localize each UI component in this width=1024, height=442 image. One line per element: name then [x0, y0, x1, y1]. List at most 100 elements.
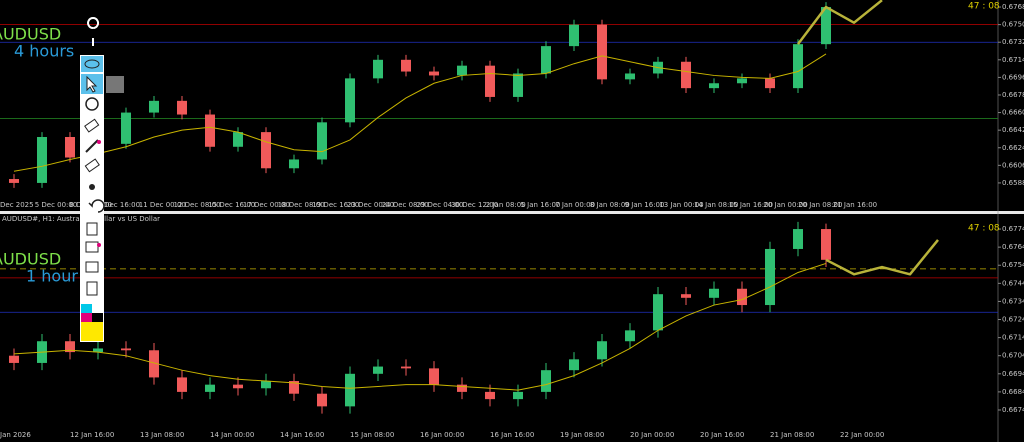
y-tick-label: 0.66940: [1002, 370, 1024, 378]
candle-body: [205, 114, 215, 147]
y-tick-label: 0.67240: [1002, 316, 1024, 324]
candle-body: [9, 355, 19, 363]
y-tick-label: 0.67500: [1002, 21, 1024, 29]
x-tick-label: 20 Jan 00:00: [763, 201, 807, 209]
y-tick-label: 0.67340: [1002, 297, 1024, 305]
swatch-magenta[interactable]: [81, 313, 92, 322]
candle-body: [625, 330, 635, 342]
candle-body: [765, 78, 775, 89]
pen-icon[interactable]: [87, 17, 100, 46]
candle-body: [289, 381, 299, 394]
candle-body: [541, 370, 551, 392]
candle-body: [317, 122, 327, 160]
x-tick-label: 8 Jan 08:00: [590, 201, 630, 209]
candle-body: [821, 7, 831, 45]
candle-body: [401, 59, 411, 72]
timeframe-label: 4 hours: [14, 42, 74, 61]
candle-body: [289, 159, 299, 169]
candle-body: [429, 368, 439, 385]
candle-body: [121, 348, 131, 351]
candle-body: [597, 24, 607, 80]
cursor-alt-button[interactable]: [106, 76, 124, 93]
x-tick-label: 15 Jan 08:00: [350, 431, 394, 439]
candle-body: [373, 366, 383, 374]
swatch-white[interactable]: [92, 304, 103, 313]
x-tick-label: 14 Jan 16:00: [280, 431, 324, 439]
x-tick-label: 5 Dec 00:00: [35, 201, 78, 209]
x-tick-label: 20 Jan 00:00: [630, 431, 674, 439]
candle-body: [233, 132, 243, 147]
timeframe-label: 1 hour: [26, 267, 78, 286]
clipboard-icon[interactable]: [86, 281, 98, 296]
x-tick-label: Jan 2026: [0, 431, 31, 439]
drawing-toolbar: [80, 17, 124, 342]
y-tick-label: 0.66840: [1002, 388, 1024, 396]
x-tick-label: 12 Dec 08:00: [174, 201, 221, 209]
y-tick-label: 0.66060: [1002, 161, 1024, 169]
moving-average: [13, 53, 827, 172]
template-icon[interactable]: [85, 241, 99, 253]
candle-body: [233, 384, 243, 389]
x-tick-label: 18 Dec 08:00: [278, 201, 325, 209]
swatch-yellow[interactable]: [81, 322, 103, 341]
candle-body: [261, 132, 271, 169]
eye-button[interactable]: [81, 56, 103, 72]
symbol-label: AUDUSD: [0, 250, 61, 269]
candle-body: [177, 100, 187, 115]
candle-body: [541, 46, 551, 74]
screenshot-icon[interactable]: [85, 261, 99, 273]
candle-body: [65, 137, 75, 158]
candle-body: [177, 377, 187, 392]
x-tick-label: 24 Dec 08:00: [382, 201, 429, 209]
candle-body: [149, 350, 159, 378]
y-tick-label: 0.66240: [1002, 144, 1024, 152]
magnet-icon[interactable]: [85, 97, 99, 111]
projection-path: [825, 239, 939, 276]
x-tick-label: 17 Dec 00:00: [243, 201, 290, 209]
candle-body: [345, 373, 355, 407]
candle-body: [457, 65, 467, 76]
eraser-icon[interactable]: [84, 118, 100, 133]
candle-body: [765, 248, 775, 306]
candle-body: [569, 359, 579, 371]
y-tick-label: 0.67320: [1002, 38, 1024, 46]
color-dot: [97, 140, 101, 144]
dot-tool-icon[interactable]: [89, 184, 95, 190]
candle-body: [597, 341, 607, 360]
candle-body: [205, 384, 215, 392]
candle-body: [93, 348, 103, 353]
swatch-cyan[interactable]: [81, 304, 92, 313]
y-tick-label: 0.67140: [1002, 56, 1024, 64]
undo-icon[interactable]: [88, 199, 105, 213]
x-tick-label: 23 Dec 00:00: [347, 201, 394, 209]
trash-icon[interactable]: [86, 222, 98, 236]
line-tool-icon[interactable]: [85, 139, 99, 153]
candle-body: [569, 24, 579, 47]
x-tick-label: 16 Jan 00:00: [420, 431, 464, 439]
candle-body: [401, 366, 411, 369]
y-tick-label: 0.67440: [1002, 279, 1024, 287]
cursor-icon: [86, 75, 98, 93]
x-tick-label: 19 Dec 16:00: [312, 201, 359, 209]
candle-body: [121, 112, 131, 144]
candle-body: [429, 71, 439, 76]
y-tick-label: 0.67140: [1002, 334, 1024, 342]
candle-body: [485, 65, 495, 97]
x-tick-label: 12 Jan 16:00: [70, 431, 114, 439]
candle-body: [821, 229, 831, 260]
x-tick-label: 7 Jan 00:00: [555, 201, 595, 209]
y-tick-label: 0.66780: [1002, 91, 1024, 99]
symbol-label: AUDUSD: [0, 25, 61, 44]
x-tick-label: 22 Jan 00:00: [840, 431, 884, 439]
x-tick-label: 20 Jan 16:00: [700, 431, 744, 439]
candle-body: [317, 393, 327, 407]
ruler-icon[interactable]: [84, 158, 100, 173]
y-tick-label: 0.66960: [1002, 73, 1024, 81]
toolbar-panel: [80, 55, 104, 342]
x-tick-label: 15 Dec 16:00: [208, 201, 255, 209]
x-tick-label: 29 Dec 04:00: [416, 201, 463, 209]
swatch-black[interactable]: [92, 313, 103, 322]
color-dot: [97, 243, 101, 247]
x-tick-label: 13 Jan 00:00: [659, 201, 703, 209]
